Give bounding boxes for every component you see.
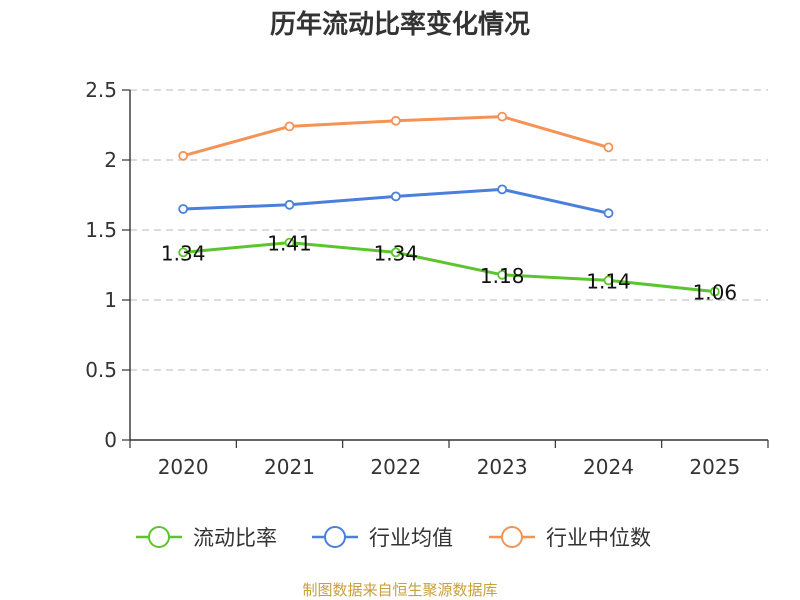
data-point[interactable] — [284, 121, 295, 132]
data-label: 1.06 — [693, 281, 738, 305]
data-label: 1.34 — [374, 241, 419, 265]
data-point[interactable] — [603, 275, 614, 286]
y-tick-label: 0 — [104, 428, 117, 452]
data-point[interactable] — [390, 191, 401, 202]
data-point[interactable] — [178, 204, 189, 214]
y-tick-label: 1.5 — [85, 218, 117, 242]
legend: 流动比率 行业均值 行业中位数 — [136, 526, 651, 550]
y-tick-label: 0.5 — [85, 358, 117, 382]
data-point[interactable] — [603, 142, 614, 153]
legend-label: 行业均值 — [369, 526, 453, 550]
y-tick-label: 2 — [104, 148, 117, 172]
data-label: 1.18 — [480, 264, 525, 288]
legend-marker-icon — [501, 526, 523, 548]
data-point[interactable] — [390, 115, 401, 126]
data-point[interactable] — [178, 150, 189, 161]
series-3 — [178, 111, 614, 161]
data-label: 1.14 — [586, 269, 631, 293]
legend-item-3[interactable]: 行业中位数 — [489, 526, 651, 550]
y-tick-label: 1 — [104, 288, 117, 312]
data-point[interactable] — [284, 199, 295, 210]
data-point[interactable] — [178, 247, 189, 258]
source-note: 制图数据来自恒生聚源数据库 — [302, 581, 497, 599]
x-tick-label: 2022 — [370, 455, 421, 479]
x-tick-label: 2020 — [158, 455, 209, 479]
legend-item-2[interactable]: 行业均值 — [312, 526, 453, 550]
legend-label: 流动比率 — [193, 526, 277, 550]
grid-lines — [130, 89, 768, 371]
series-1: 1.34 1.41 1.34 1.18 1.14 1.06 — [161, 232, 737, 305]
x-tick-label: 2023 — [477, 455, 528, 479]
data-point[interactable] — [284, 237, 295, 248]
data-point[interactable] — [497, 269, 508, 280]
data-point[interactable] — [709, 286, 720, 297]
series-2 — [178, 184, 614, 219]
data-label: 1.41 — [267, 232, 312, 256]
x-tick-label: 2024 — [583, 455, 634, 479]
data-label: 1.34 — [161, 241, 206, 265]
data-point[interactable] — [390, 247, 401, 258]
data-point[interactable] — [497, 111, 508, 122]
series-line — [183, 241, 715, 294]
data-point[interactable] — [497, 184, 508, 195]
x-tick-label: 2025 — [689, 455, 740, 479]
legend-item-1[interactable]: 流动比率 — [136, 526, 277, 550]
x-tick-label: 2021 — [264, 455, 315, 479]
chart-title: 历年流动比率变化情况 — [270, 9, 530, 40]
legend-label: 行业中位数 — [546, 526, 651, 550]
series-layer: 1.34 1.41 1.34 1.18 1.14 1.06 — [161, 111, 737, 305]
y-tick-label: 2.5 — [85, 78, 117, 102]
legend-marker-icon — [148, 526, 170, 548]
legend-marker-icon — [324, 526, 346, 548]
data-point[interactable] — [603, 208, 614, 219]
axes: 0 0.5 1 1.5 2 2.5 2020 2021 2022 2023 2024 2025 — [85, 78, 769, 479]
